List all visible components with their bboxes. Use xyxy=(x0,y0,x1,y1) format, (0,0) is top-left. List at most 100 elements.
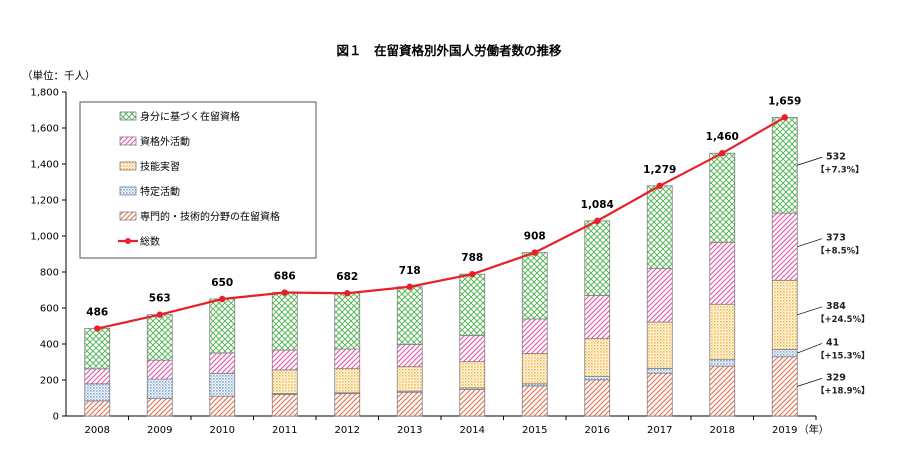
x-tick-label: 2009 xyxy=(147,425,172,436)
bar-stack-2017 xyxy=(646,185,673,417)
bar-stack-2013 xyxy=(396,286,423,417)
x-tick-label: 2016 xyxy=(585,425,610,436)
bar-segment-shikakugai xyxy=(584,294,611,339)
bar-segment-tokutei xyxy=(584,376,611,381)
bar-segment-mibun xyxy=(771,116,798,214)
bar-segment-shikakugai xyxy=(646,268,673,323)
y-tick-label: 1,000 xyxy=(30,232,59,243)
annotation-leader xyxy=(797,343,823,354)
y-tick-label: 0 xyxy=(53,412,59,423)
bar-stack-2015 xyxy=(521,252,548,417)
total-point xyxy=(531,249,538,256)
total-data-label: 908 xyxy=(524,231,546,243)
total-point xyxy=(781,114,788,121)
bar-segment-shikakugai xyxy=(146,359,173,380)
bar-segment-senmon xyxy=(396,391,423,417)
legend-swatch-tokutei xyxy=(119,186,137,196)
total-data-label: 1,084 xyxy=(581,199,614,211)
bar-segment-ginou xyxy=(771,279,798,350)
bar-segment-mibun xyxy=(459,273,486,336)
bar-segment-tokutei xyxy=(646,368,673,374)
annotation-change: 【+24.5%】 xyxy=(816,314,870,325)
legend-swatch-ginou xyxy=(119,161,137,171)
bar-segment-ginou xyxy=(271,369,298,394)
chart-title: 図１ 在留資格別外国人労働者数の推移 xyxy=(336,43,562,58)
bar-segment-senmon xyxy=(771,356,798,417)
y-tick-label: 1,200 xyxy=(30,196,59,207)
bar-segment-senmon xyxy=(84,400,111,417)
legend-label-ginou: 技能実習 xyxy=(140,160,180,173)
bar-segment-mibun xyxy=(709,152,736,243)
bar-segment-ginou xyxy=(709,303,736,361)
bar-segment-ginou xyxy=(521,353,548,385)
bar-segment-mibun xyxy=(271,292,298,351)
total-data-label: 563 xyxy=(149,293,171,305)
total-point xyxy=(281,289,288,296)
total-data-label: 1,659 xyxy=(768,95,801,107)
annotation-change: 【+7.3%】 xyxy=(816,164,864,175)
bar-stack-2018 xyxy=(709,152,736,417)
annotation-value: 41 xyxy=(826,337,839,348)
total-point xyxy=(219,295,226,303)
total-data-label: 1,460 xyxy=(706,131,739,143)
total-point xyxy=(344,290,351,297)
legend-swatch-senmon xyxy=(119,211,137,221)
x-tick-label: 2014 xyxy=(460,425,485,436)
x-tick-label: 2018 xyxy=(710,425,735,436)
bar-segment-ginou xyxy=(396,366,423,392)
total-data-label: 650 xyxy=(211,277,233,289)
bar-stack-2010 xyxy=(209,298,236,417)
bar-segment-shikakugai xyxy=(84,368,111,385)
bar-segment-senmon xyxy=(646,372,673,417)
total-point xyxy=(406,283,413,290)
x-tick-label: 2008 xyxy=(85,425,110,436)
bar-segment-mibun xyxy=(84,328,111,370)
total-data-label: 788 xyxy=(461,252,483,264)
bar-segment-shikakugai xyxy=(271,349,298,371)
bar-segment-senmon xyxy=(459,389,486,417)
bar-segment-senmon xyxy=(584,379,611,417)
total-data-label: 486 xyxy=(86,307,108,319)
x-tick-label: 2015 xyxy=(522,425,547,436)
bar-segment-tokutei xyxy=(146,378,173,399)
bar-segment-senmon xyxy=(334,393,361,417)
total-data-label: 682 xyxy=(336,271,358,283)
bar-segment-ginou xyxy=(334,368,361,394)
total-line xyxy=(94,114,788,332)
bar-segment-shikakugai xyxy=(521,318,548,354)
bar-stack-2016 xyxy=(584,220,611,417)
bar-stack-2012 xyxy=(334,292,361,417)
bar-segment-ginou xyxy=(646,321,673,369)
bar-stack-2019 xyxy=(771,116,798,417)
bar-segment-senmon xyxy=(709,365,736,417)
bar-stack-2011 xyxy=(271,292,298,417)
total-point xyxy=(94,325,101,332)
annotation-value: 384 xyxy=(826,301,846,312)
x-tick-label: 2010 xyxy=(210,425,235,436)
y-tick-label: 1,800 xyxy=(30,88,59,99)
total-point xyxy=(594,217,601,225)
total-point xyxy=(719,150,726,157)
y-tick-label: 800 xyxy=(40,268,59,279)
total-point xyxy=(469,270,476,278)
x-tick-label: 2017 xyxy=(647,425,672,436)
bar-segment-senmon xyxy=(271,393,298,417)
bar-segment-shikakugai xyxy=(334,348,361,370)
x-tick-label: 2012 xyxy=(335,425,360,436)
legend-label-tokutei: 特定活動 xyxy=(140,185,180,198)
annotation-value: 373 xyxy=(826,233,846,244)
legend-label-total: 総数 xyxy=(140,235,160,248)
annotation-leader xyxy=(797,238,823,248)
unit-label: （単位：千人） xyxy=(22,69,96,82)
y-tick-label: 1,600 xyxy=(30,124,59,135)
annotation-change: 【+15.3%】 xyxy=(816,350,870,361)
total-data-label: 686 xyxy=(274,271,296,283)
bar-segment-mibun xyxy=(146,314,173,361)
annotation-value: 532 xyxy=(826,151,846,162)
bar-segment-mibun xyxy=(334,292,361,350)
bar-segment-ginou xyxy=(584,338,611,377)
bar-segment-shikakugai xyxy=(459,334,486,363)
